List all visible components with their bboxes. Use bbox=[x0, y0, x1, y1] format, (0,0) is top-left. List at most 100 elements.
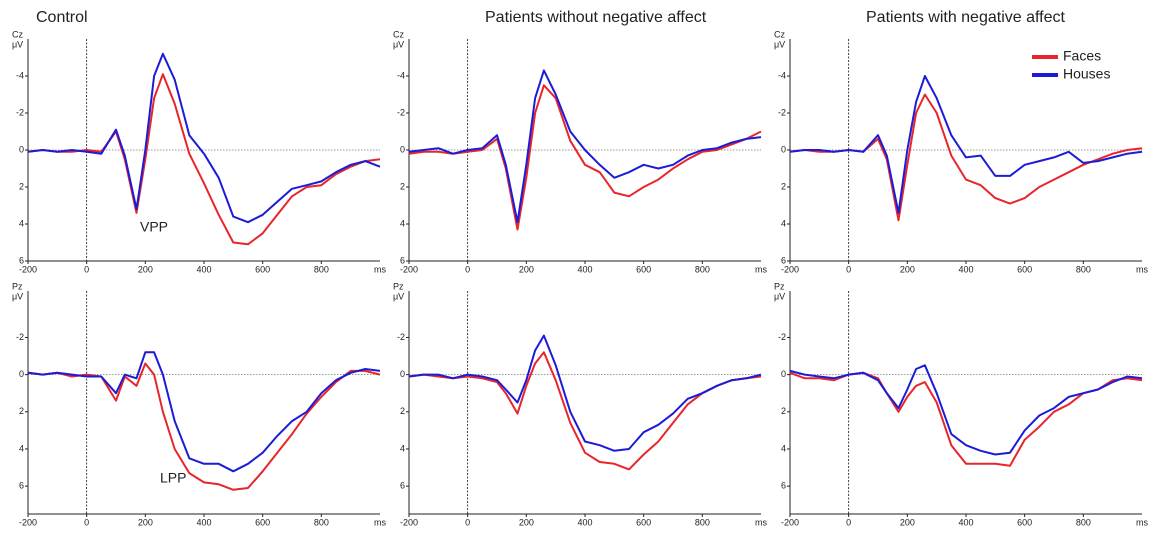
x-axis-label: ms bbox=[755, 517, 767, 527]
annotation: LPP bbox=[160, 470, 186, 486]
x-tick-label: 0 bbox=[84, 264, 89, 274]
y-tick-label: 4 bbox=[19, 218, 24, 228]
x-tick-label: 400 bbox=[196, 264, 211, 274]
y-tick-label: 4 bbox=[781, 443, 786, 453]
erp-line bbox=[27, 73, 381, 246]
legend-label: Houses bbox=[1063, 66, 1110, 82]
channel-label: Cz bbox=[12, 29, 23, 39]
x-tick-label: 200 bbox=[519, 517, 534, 527]
y-tick-label: -4 bbox=[16, 70, 24, 80]
y-tick-label: 0 bbox=[19, 144, 24, 154]
x-tick-label: 600 bbox=[636, 517, 651, 527]
x-tick-label: 200 bbox=[900, 517, 915, 527]
x-tick-label: 400 bbox=[196, 517, 211, 527]
x-tick-label: 0 bbox=[465, 264, 470, 274]
erp-line bbox=[408, 351, 762, 471]
y-tick-label: 2 bbox=[400, 406, 405, 416]
x-tick-label: 600 bbox=[636, 264, 651, 274]
y-tick-label: 4 bbox=[19, 443, 24, 453]
x-axis-label: ms bbox=[755, 264, 767, 274]
x-tick-label: 600 bbox=[255, 517, 270, 527]
x-tick-label: 0 bbox=[846, 264, 851, 274]
x-axis-label: ms bbox=[1136, 517, 1148, 527]
x-tick-label: 200 bbox=[138, 517, 153, 527]
x-axis-label: ms bbox=[374, 264, 386, 274]
y-tick-label: -2 bbox=[397, 332, 405, 342]
erp-line bbox=[789, 364, 1143, 456]
x-tick-label: 600 bbox=[1017, 264, 1032, 274]
x-tick-label: 800 bbox=[695, 517, 710, 527]
y-tick-label: -2 bbox=[778, 107, 786, 117]
y-tick-label: 6 bbox=[781, 255, 786, 265]
x-tick-label: 800 bbox=[695, 264, 710, 274]
y-tick-label: 6 bbox=[19, 255, 24, 265]
y-tick-label: 6 bbox=[19, 481, 24, 491]
x-tick-label: -200 bbox=[781, 264, 799, 274]
x-tick-label: 200 bbox=[519, 264, 534, 274]
erp-line bbox=[27, 351, 381, 473]
panel-title: Patients without negative affect bbox=[485, 9, 707, 26]
channel-label: Pz bbox=[12, 281, 23, 291]
x-axis-label: ms bbox=[1136, 264, 1148, 274]
panel-title: Control bbox=[36, 9, 88, 26]
erp-line bbox=[408, 84, 762, 231]
y-tick-label: 2 bbox=[400, 181, 405, 191]
unit-label: μV bbox=[774, 291, 785, 301]
unit-label: μV bbox=[12, 291, 23, 301]
erp-line bbox=[408, 69, 762, 224]
erp-line bbox=[27, 52, 381, 224]
x-tick-label: 800 bbox=[1076, 517, 1091, 527]
x-tick-label: -200 bbox=[19, 264, 37, 274]
y-tick-label: 0 bbox=[400, 144, 405, 154]
x-tick-label: 600 bbox=[1017, 517, 1032, 527]
channel-label: Cz bbox=[393, 29, 404, 39]
y-tick-label: 4 bbox=[400, 218, 405, 228]
x-tick-label: 800 bbox=[314, 517, 329, 527]
y-tick-label: -2 bbox=[397, 107, 405, 117]
x-tick-label: -200 bbox=[400, 264, 418, 274]
y-tick-label: 6 bbox=[400, 255, 405, 265]
x-tick-label: 400 bbox=[958, 264, 973, 274]
y-tick-label: 6 bbox=[781, 481, 786, 491]
y-tick-label: 2 bbox=[781, 406, 786, 416]
y-tick-label: 4 bbox=[400, 443, 405, 453]
y-tick-label: 0 bbox=[400, 369, 405, 379]
y-tick-label: 2 bbox=[781, 181, 786, 191]
x-tick-label: 0 bbox=[846, 517, 851, 527]
y-tick-label: 2 bbox=[19, 406, 24, 416]
y-tick-label: -2 bbox=[16, 332, 24, 342]
x-tick-label: 800 bbox=[314, 264, 329, 274]
erp-line bbox=[789, 371, 1143, 467]
channel-label: Cz bbox=[774, 29, 785, 39]
y-tick-label: -4 bbox=[778, 70, 786, 80]
x-tick-label: 0 bbox=[84, 517, 89, 527]
y-tick-label: -4 bbox=[397, 70, 405, 80]
y-tick-label: 2 bbox=[19, 181, 24, 191]
y-tick-label: 4 bbox=[781, 218, 786, 228]
y-tick-label: 0 bbox=[781, 144, 786, 154]
x-axis-label: ms bbox=[374, 517, 386, 527]
x-tick-label: 400 bbox=[958, 517, 973, 527]
y-tick-label: 0 bbox=[19, 369, 24, 379]
unit-label: μV bbox=[393, 39, 404, 49]
x-tick-label: -200 bbox=[19, 517, 37, 527]
erp-line bbox=[789, 75, 1143, 214]
channel-label: Pz bbox=[393, 281, 404, 291]
x-tick-label: 800 bbox=[1076, 264, 1091, 274]
annotation: VPP bbox=[140, 219, 168, 235]
unit-label: μV bbox=[393, 291, 404, 301]
y-tick-label: 0 bbox=[781, 369, 786, 379]
x-tick-label: -200 bbox=[781, 517, 799, 527]
erp-line bbox=[27, 362, 381, 491]
x-tick-label: 600 bbox=[255, 264, 270, 274]
unit-label: μV bbox=[774, 39, 785, 49]
y-tick-label: -2 bbox=[778, 332, 786, 342]
y-tick-label: 6 bbox=[400, 481, 405, 491]
x-tick-label: -200 bbox=[400, 517, 418, 527]
unit-label: μV bbox=[12, 39, 23, 49]
x-tick-label: 200 bbox=[900, 264, 915, 274]
x-tick-label: 400 bbox=[577, 517, 592, 527]
x-tick-label: 200 bbox=[138, 264, 153, 274]
panel-title: Patients with negative affect bbox=[866, 9, 1065, 26]
